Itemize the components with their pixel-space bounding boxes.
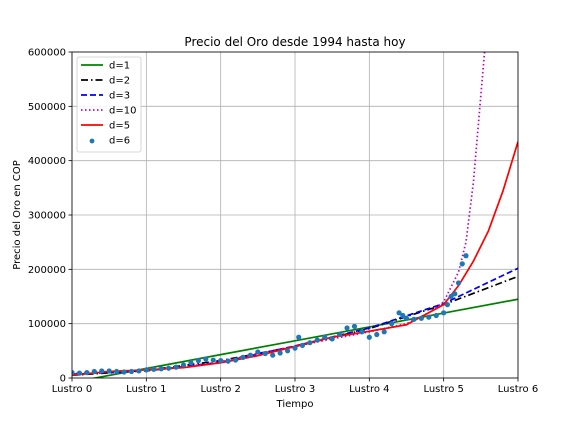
data-point [459,261,465,267]
series-d-6-points [72,253,469,376]
legend-item-d-2: d=2 [81,76,130,87]
x-axis-label: Tiempo [276,399,314,410]
data-point [240,354,246,360]
data-point [441,310,447,316]
data-point [374,331,380,338]
legend-label: d=1 [109,61,130,72]
series-layer [72,52,518,378]
y-tick-label: 500000 [28,102,66,113]
y-tick-label: 200000 [28,265,66,276]
data-point [99,368,105,374]
x-tick-label: Lustro 0 [52,384,92,395]
data-point [452,291,458,297]
data-point [426,314,432,320]
legend-item-d-5: d=5 [81,121,130,132]
data-point [247,352,253,358]
data-point [255,349,261,355]
data-point [136,368,142,374]
legend-item-d-1: d=1 [81,61,130,72]
ticks: Lustro 0 Lustro 1 Lustro 2 Lustro 3 Lustro 4… [28,48,538,396]
x-tick-label: Lustro 3 [275,384,315,395]
data-point [151,366,157,372]
data-point [411,316,417,322]
data-point [351,323,358,329]
y-tick-label: 300000 [28,211,66,222]
data-point [210,357,216,363]
data-point [322,334,328,340]
data-point [121,369,127,375]
data-point [403,315,410,321]
data-point [344,325,350,331]
legend-marker [89,138,95,144]
legend-item-d-3: d=3 [81,91,130,102]
x-tick-label: Lustro 1 [126,384,166,395]
legend-box [76,56,142,153]
data-point [400,312,406,319]
y-axis-label: Precio del Oro en COP [12,160,23,270]
y-tick-label: 400000 [28,156,66,167]
data-point [114,368,120,375]
data-point [463,253,469,259]
data-point [188,360,194,366]
legend-label: d=5 [109,121,130,132]
x-tick-label: Lustro 5 [423,384,463,395]
y-tick-label: 0 [60,374,66,385]
y-tick-label: 600000 [28,48,66,59]
data-point [329,336,335,342]
data-point [337,331,343,338]
data-point [128,368,135,375]
legend: d=1 d=2 d=3 d=10 d=5 d=6 [76,56,142,153]
chart-title: Precio del Oro desde 1994 hasta hoy [184,35,405,49]
data-point [277,350,283,356]
data-point [299,342,306,348]
data-point [418,315,424,321]
data-point [84,369,90,376]
data-point [166,365,172,371]
x-tick-label: Lustro 6 [498,384,538,395]
data-point [359,329,365,335]
data-point [225,358,231,364]
data-point [262,350,268,357]
data-point [203,356,209,362]
x-tick-label: Lustro 4 [349,384,389,395]
data-point [195,358,201,364]
series-d-5-line [72,141,518,377]
data-point [284,348,291,354]
data-point [143,367,149,373]
data-point [232,357,239,363]
legend-item-d-10: d=10 [81,106,136,117]
data-point [106,368,112,374]
data-point [314,337,320,343]
legend-label: d=3 [109,91,130,102]
data-point [396,310,402,316]
data-point [444,302,450,308]
data-point [218,358,224,364]
data-point [76,370,83,376]
data-point [455,280,462,286]
data-point [180,362,187,368]
legend-item-d-6: d=6 [89,136,130,147]
data-point [366,334,372,340]
legend-label: d=6 [109,136,130,147]
legend-label: d=2 [109,76,130,87]
y-tick-label: 100000 [28,319,66,330]
data-point [173,364,179,370]
data-point [296,334,302,340]
data-point [307,340,313,346]
data-point [448,293,454,300]
data-point [91,368,97,375]
x-tick-label: Lustro 2 [200,384,240,395]
data-point [72,369,75,376]
data-point [389,321,395,327]
legend-label: d=10 [109,106,136,117]
data-point [433,312,439,319]
data-point [270,352,276,358]
data-point [292,345,298,351]
data-point [158,366,164,372]
data-point [381,329,387,335]
